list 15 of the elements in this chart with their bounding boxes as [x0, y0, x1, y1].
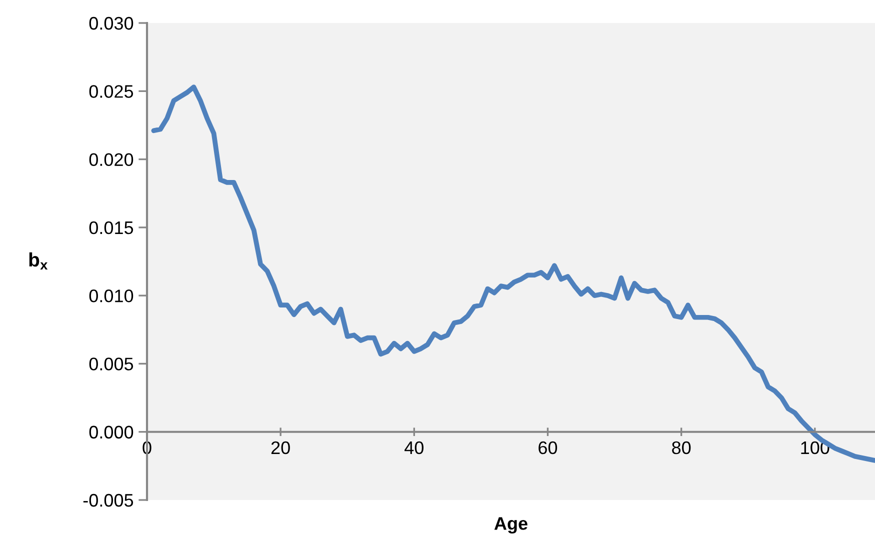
- x-tick-label: 60: [538, 441, 558, 454]
- y-tick-label: 0.030: [89, 16, 134, 30]
- y-tick-label: 0.015: [89, 221, 134, 234]
- y-tick-label: -0.005: [83, 494, 134, 507]
- line-series: [151, 84, 875, 463]
- y-tick-label: 0.000: [89, 426, 134, 439]
- x-axis-title: Age: [494, 517, 528, 534]
- y-axis-title: b$_{x}$: [29, 252, 48, 270]
- y-tick-label: 0.005: [89, 358, 134, 370]
- y-tick-label: 0.025: [89, 85, 134, 98]
- y-tick-label: 0.020: [89, 153, 134, 166]
- x-tick-label: 80: [672, 441, 691, 454]
- y-tick-label: 0.010: [89, 290, 134, 302]
- x-tick-label: 40: [404, 441, 424, 454]
- x-tick-label: 20: [271, 441, 290, 454]
